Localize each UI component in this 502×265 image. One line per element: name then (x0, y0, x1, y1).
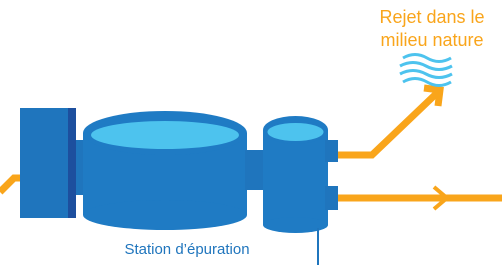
inlet-pipe (0, 178, 22, 192)
outlet-nozzle (325, 186, 338, 210)
clarifier-tank (263, 116, 328, 233)
tank-water (91, 121, 239, 149)
station-label: Station d’épuration (124, 241, 249, 258)
main-tank (83, 111, 247, 230)
inlet-block-edge (68, 108, 76, 218)
outlet-label: Rejet dans le (379, 7, 484, 27)
outlet-pipe-up (335, 92, 438, 155)
inlet-block (20, 108, 70, 218)
water-waves (400, 55, 452, 86)
outlet-label: milieu nature (380, 30, 483, 50)
tank-water (268, 123, 324, 141)
tank-body (263, 130, 328, 225)
wave (400, 63, 452, 70)
tank-bottom (83, 200, 247, 230)
wave (403, 79, 451, 86)
wave (403, 55, 451, 62)
diagram: Rejet dans le milieu nature Station d’ép… (0, 0, 502, 265)
outlet-nozzle (325, 140, 338, 162)
wave (400, 71, 452, 78)
